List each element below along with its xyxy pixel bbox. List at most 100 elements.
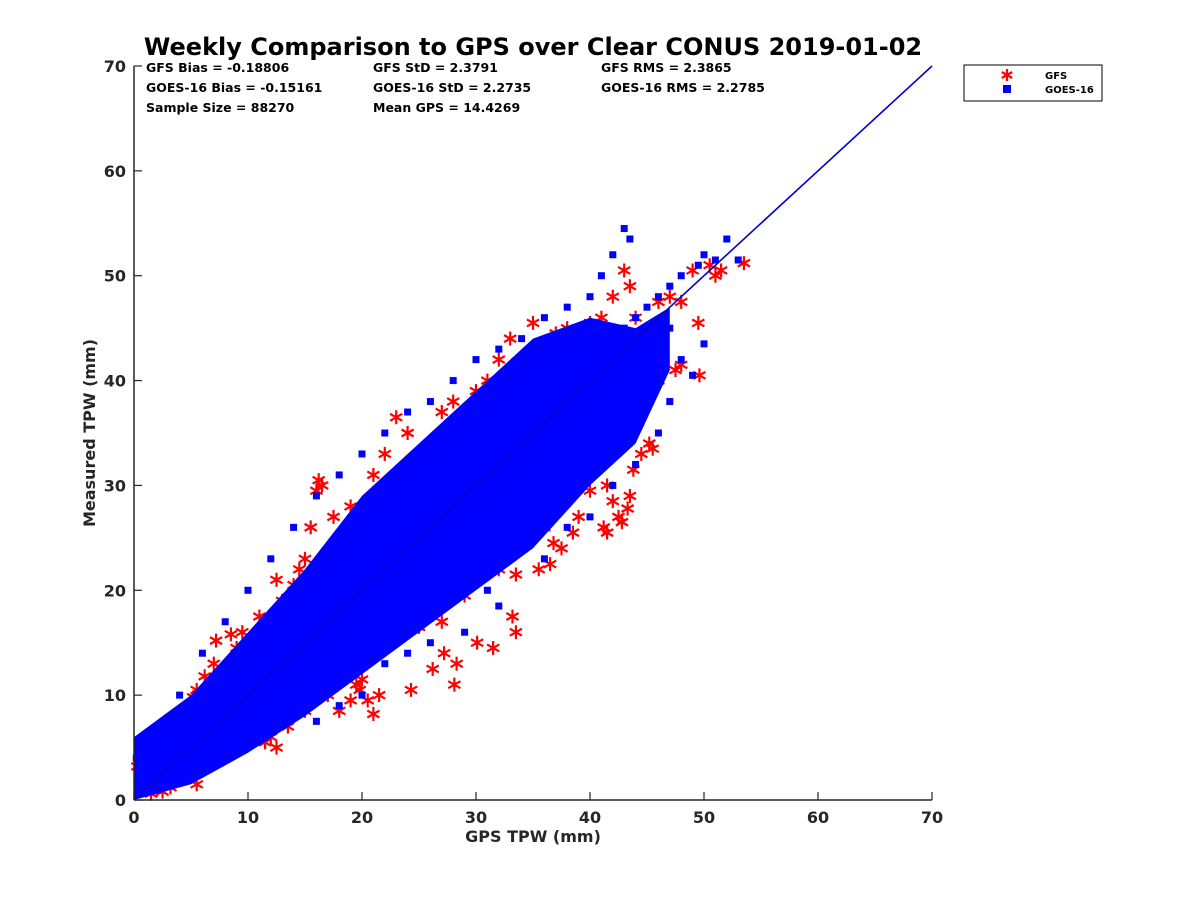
goes16-point bbox=[136, 788, 144, 796]
goes16-point bbox=[626, 235, 634, 243]
gfs-point bbox=[366, 467, 381, 482]
gfs-point bbox=[435, 614, 449, 629]
goes16-point bbox=[392, 534, 400, 542]
goes16-point bbox=[449, 377, 457, 385]
gfs-point bbox=[505, 609, 520, 624]
goes16-point bbox=[609, 335, 617, 343]
goes16-point bbox=[324, 565, 332, 573]
goes16-point bbox=[483, 586, 491, 594]
gfs-point bbox=[470, 635, 484, 650]
gfs-point bbox=[209, 633, 223, 648]
stat-goes-rms: GOES-16 RMS = 2.2785 bbox=[601, 80, 765, 95]
gfs-point bbox=[620, 501, 635, 516]
goes16-point bbox=[176, 691, 184, 699]
gfs-point bbox=[571, 509, 586, 524]
gfs-point bbox=[404, 682, 418, 697]
legend-goes16-square-icon bbox=[1003, 85, 1011, 93]
goes16-point bbox=[301, 586, 309, 594]
goes16-point bbox=[164, 723, 172, 731]
goes16-point bbox=[426, 398, 434, 406]
x-tick-label: 30 bbox=[465, 808, 487, 827]
goes16-point bbox=[552, 471, 560, 479]
axes: 0 10 20 30 40 50 60 70 0 10 20 30 40 50 60 70 bbox=[104, 57, 943, 827]
goes16-point bbox=[369, 555, 377, 563]
goes16-point bbox=[654, 429, 662, 437]
goes16-point bbox=[506, 513, 514, 521]
goes16-point bbox=[438, 450, 446, 458]
goes16-point bbox=[506, 398, 514, 406]
gfs-point bbox=[224, 627, 238, 642]
goes16-point bbox=[540, 555, 548, 563]
x-tick-label: 10 bbox=[237, 808, 259, 827]
gfs-point bbox=[623, 488, 637, 503]
goes16-point bbox=[643, 356, 651, 364]
goes16-point bbox=[552, 387, 560, 395]
goes16-point bbox=[278, 607, 286, 615]
goes16-point bbox=[387, 550, 394, 558]
y-tick-label: 0 bbox=[115, 791, 126, 810]
goes16-point bbox=[290, 523, 298, 531]
x-tick-label: 40 bbox=[579, 808, 601, 827]
goes16-point bbox=[723, 235, 731, 243]
goes16-point bbox=[666, 324, 674, 332]
y-tick-label: 70 bbox=[104, 57, 126, 76]
gfs-point bbox=[600, 525, 614, 540]
stat-gfs-bias: GFS Bias = -0.18806 bbox=[146, 60, 289, 75]
goes16-point bbox=[540, 314, 548, 322]
gfs-point bbox=[509, 567, 523, 582]
goes16-point bbox=[597, 387, 605, 395]
goes16-point bbox=[153, 733, 161, 741]
goes16-point bbox=[198, 649, 206, 657]
goes16-point bbox=[307, 628, 315, 636]
legend-gfs-label: GFS bbox=[1045, 71, 1067, 82]
goes16-point bbox=[255, 639, 263, 647]
goes16-point bbox=[255, 660, 263, 668]
goes16-point bbox=[210, 681, 218, 689]
goes16-point bbox=[518, 387, 526, 395]
gfs-point bbox=[617, 263, 631, 278]
goes16-point bbox=[461, 471, 469, 479]
goes16-point bbox=[432, 508, 440, 516]
goes16-point bbox=[495, 602, 503, 610]
gfs-point bbox=[366, 707, 381, 722]
goes16-point bbox=[620, 324, 628, 332]
gfs-point bbox=[304, 520, 318, 535]
goes16-point bbox=[176, 733, 184, 741]
goes16-point bbox=[364, 571, 372, 579]
goes16-point bbox=[267, 555, 275, 563]
goes16-point bbox=[392, 502, 400, 510]
goes16-point bbox=[358, 565, 366, 573]
goes16-point bbox=[523, 424, 531, 432]
goes16-point bbox=[483, 450, 491, 458]
goes16-point bbox=[352, 581, 360, 589]
reference-line bbox=[133, 65, 933, 801]
goes16-point bbox=[575, 408, 583, 416]
goes16-point bbox=[495, 345, 503, 353]
gfs-point bbox=[691, 315, 705, 330]
data-marks bbox=[130, 65, 933, 801]
legend-goes16-label: GOES-16 bbox=[1045, 85, 1094, 96]
goes16-point bbox=[132, 754, 140, 762]
goes16-point bbox=[535, 413, 543, 421]
gfs-point bbox=[623, 279, 637, 294]
goes16-point bbox=[449, 439, 457, 447]
y-axis-label: Measured TPW (mm) bbox=[80, 339, 99, 527]
goes16-point bbox=[455, 487, 463, 495]
goes16-point bbox=[273, 654, 280, 662]
goes16-point bbox=[483, 534, 491, 542]
goes16-point bbox=[221, 618, 229, 626]
goes16-point bbox=[136, 780, 144, 788]
goes16-point bbox=[267, 649, 275, 657]
goes16-point bbox=[164, 738, 172, 746]
goes16-point bbox=[170, 754, 178, 762]
x-tick-label: 70 bbox=[921, 808, 943, 827]
gfs-point bbox=[449, 656, 464, 671]
goes16-point bbox=[318, 613, 326, 620]
y-tick-label: 40 bbox=[104, 372, 126, 391]
gfs-point bbox=[435, 405, 449, 420]
goes16-point bbox=[381, 429, 389, 437]
goes16-point bbox=[529, 492, 537, 500]
gfs-point bbox=[372, 688, 386, 703]
goes16-point bbox=[301, 696, 309, 704]
legend-box bbox=[963, 64, 1103, 102]
